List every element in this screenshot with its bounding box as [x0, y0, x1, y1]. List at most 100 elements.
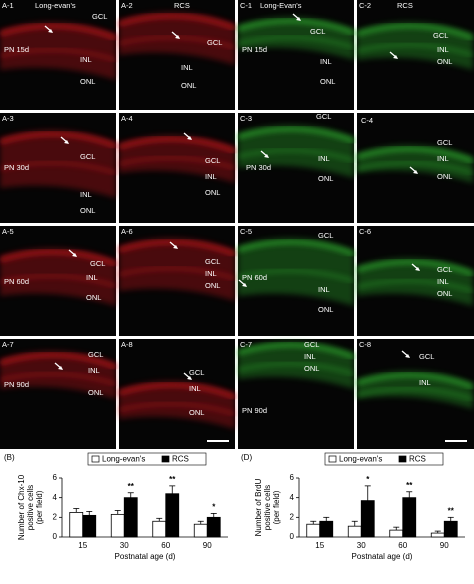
panel-label: INL	[437, 277, 449, 286]
arrow-head	[413, 170, 418, 174]
panel-label: RCS	[174, 1, 190, 10]
panel-label: ONL	[320, 77, 335, 86]
significance-mark: **	[169, 475, 176, 484]
panel-label: ONL	[304, 364, 319, 373]
micrograph-panel: A-6 GCL INL ONL	[118, 226, 236, 336]
legend-label: RCS	[409, 455, 426, 464]
panel-label: RCS	[397, 1, 413, 10]
arrow-head	[393, 55, 398, 59]
panel-label: INL	[205, 172, 217, 181]
y-axis-label: Number of Chx-10	[17, 474, 26, 540]
panel-label: ONL	[80, 77, 95, 86]
y-axis-label: Number of BrdU	[254, 478, 263, 536]
panel-label: INL	[304, 352, 316, 361]
arrow-head	[64, 140, 69, 144]
micrograph-panel: A-1 Long-evan's GCL PN 15d INL ONL	[0, 0, 117, 110]
x-tick-label: 15	[315, 541, 324, 550]
y-axis-label: positive cells	[26, 485, 35, 530]
tissue-layer	[356, 161, 474, 175]
significance-mark: **	[406, 481, 413, 490]
bar	[319, 520, 334, 538]
panel-label: INL	[86, 273, 98, 282]
arrow-head	[48, 29, 53, 33]
bar	[206, 516, 221, 538]
panel-label: GCL	[90, 259, 105, 268]
significance-mark: **	[128, 482, 135, 491]
panel-label: GCL	[92, 12, 107, 21]
y-axis-label: (per field)	[272, 490, 281, 524]
tissue-layer	[0, 131, 117, 148]
panel-label: GCL	[207, 38, 222, 47]
arrow-head	[187, 376, 192, 380]
panel-label: ONL	[88, 388, 103, 397]
arrow-head	[242, 283, 247, 287]
micrograph-panel: A-5 GCL PN 60d INL ONL	[0, 226, 117, 336]
panel-label: INL	[189, 384, 201, 393]
arrow-head	[72, 253, 77, 257]
micrograph-panel: C-8 GCL INL	[356, 339, 474, 449]
panel-label: A-8	[121, 340, 133, 349]
x-tick-label: 15	[78, 541, 87, 550]
panel-label: A-5	[2, 227, 14, 236]
panel-label: PN 30d	[4, 163, 29, 172]
panel-label: A-1	[2, 1, 14, 10]
x-tick-label: 30	[357, 541, 366, 550]
tissue-layer	[356, 259, 474, 276]
legend-label: Long-evan's	[102, 455, 145, 464]
arrow-head	[175, 35, 180, 39]
legend-swatch	[91, 455, 100, 463]
panel-label: ONL	[86, 293, 101, 302]
panel-label: A-7	[2, 340, 14, 349]
tissue-layer	[237, 239, 355, 256]
panel-label: INL	[419, 378, 431, 387]
significance-mark: *	[212, 503, 216, 512]
bar	[402, 497, 417, 538]
panel-label: INL	[318, 285, 330, 294]
panel-label: C-6	[359, 227, 371, 236]
micrograph-panel: A-7 GCL PN 90d INL ONL	[0, 339, 117, 449]
panel-label: PN 30d	[246, 163, 271, 172]
panel-label: A-4	[121, 114, 133, 123]
panel-label: INL	[88, 366, 100, 375]
panel-label: Long-Evan's	[260, 1, 302, 10]
panel-label: ONL	[80, 206, 95, 215]
legend-label: Long-evan's	[339, 455, 382, 464]
panel-label: PN 90d	[242, 406, 267, 415]
tissue-layer	[356, 146, 474, 163]
significance-mark: **	[448, 506, 455, 515]
tissue-layer	[0, 274, 117, 288]
tissue-layer	[237, 148, 355, 162]
tissue-layer	[118, 239, 236, 256]
panel-label: A-3	[2, 114, 14, 123]
bar	[347, 525, 362, 538]
arrow-head	[405, 354, 410, 358]
legend-frame	[324, 452, 444, 466]
panel-label: INL	[80, 55, 92, 64]
tissue-layer	[356, 387, 474, 401]
panel-label: INL	[205, 269, 217, 278]
panel-label: A-6	[121, 227, 133, 236]
panel-label: GCL	[437, 138, 452, 147]
panel-label: GCL	[433, 31, 448, 40]
panel-label: A-2	[121, 1, 133, 10]
panel-tag: (B)	[4, 453, 15, 462]
panel-label: ONL	[205, 281, 220, 290]
panel-label: ONL	[437, 57, 452, 66]
panel-label: ONL	[205, 188, 220, 197]
panel-label: GCL	[318, 231, 333, 240]
panel-label: INL	[437, 45, 449, 54]
panel-label: PN 15d	[242, 45, 267, 54]
panel-label: ONL	[318, 174, 333, 183]
y-axis-label: (per field)	[35, 490, 44, 524]
y-tick-label: 6	[290, 473, 295, 482]
arrow-head	[173, 245, 178, 249]
panel-label: GCL	[437, 265, 452, 274]
tissue-layer	[237, 342, 355, 359]
micrograph-panel: C-6 GCL INL ONL	[356, 226, 474, 336]
tissue-layer	[237, 269, 355, 283]
bar	[165, 493, 180, 538]
tissue-layer	[356, 23, 474, 40]
panel-label: C-7	[240, 340, 252, 349]
arrow-head	[264, 154, 269, 158]
y-tick-label: 0	[290, 532, 295, 541]
